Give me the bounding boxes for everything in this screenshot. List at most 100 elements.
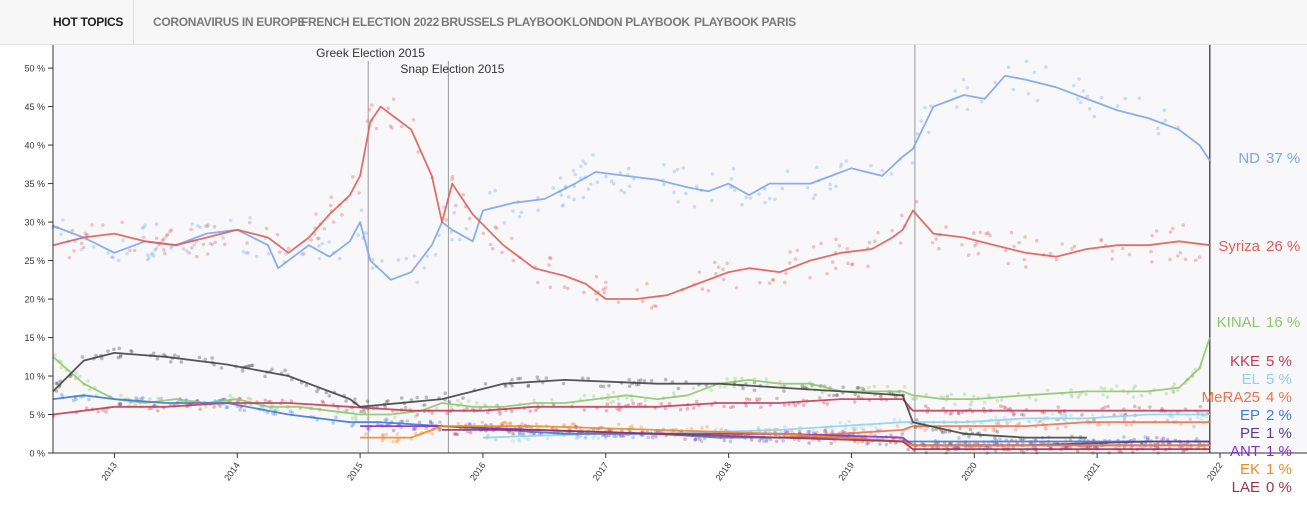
poll-dot-syriza <box>275 232 280 237</box>
poll-dot-ek <box>364 432 368 436</box>
poll-dot-syriza <box>450 174 455 179</box>
poll-dot-kke <box>1100 406 1104 411</box>
poll-dot-nd <box>1077 77 1081 81</box>
series-line-ep[interactable] <box>52 394 1210 443</box>
poll-dot-kinal <box>591 394 596 398</box>
y-tick-label: 40 % <box>24 141 45 151</box>
poll-dot-other-party <box>835 393 839 397</box>
poll-dot-syriza <box>793 257 798 261</box>
poll-dot-nd <box>965 85 969 90</box>
poll-dot-ep <box>762 439 766 443</box>
poll-dot-nd <box>1156 126 1160 131</box>
poll-dot-kke <box>604 408 609 413</box>
poll-dot-kinal <box>435 406 439 411</box>
poll-dot-kke <box>639 402 643 406</box>
poll-dot-kke <box>486 410 490 415</box>
poll-dot-pe <box>1155 435 1159 440</box>
poll-dot-syriza <box>771 278 776 282</box>
poll-dot-other-party <box>263 374 267 379</box>
nav-london-playbook[interactable]: LONDON PLAYBOOK <box>572 15 690 29</box>
poll-dot-nd <box>190 222 194 226</box>
nav-hot-topics[interactable]: HOT TOPICS <box>53 15 124 29</box>
poll-dot-kke <box>1132 404 1137 409</box>
poll-dot-kke <box>754 397 759 401</box>
poll-dot-syriza <box>67 255 72 260</box>
poll-dot-ep <box>428 419 433 424</box>
series-line-lae[interactable] <box>442 429 1210 451</box>
event-label-snap-election-2015: Snap Election 2015 <box>400 62 504 76</box>
poll-dot-other-party <box>210 356 214 360</box>
poll-dot-nd <box>151 254 156 258</box>
poll-dot-ek <box>380 438 385 443</box>
poll-dot-kinal <box>860 386 865 391</box>
poll-dot-syriza <box>286 246 291 251</box>
nav-coronavirus-in-europe[interactable]: CORONAVIRUS IN EUROPE <box>153 15 306 29</box>
poll-dot-nd <box>609 179 614 184</box>
poll-dot-nd <box>560 204 565 208</box>
poll-dot-syriza <box>1168 257 1172 262</box>
poll-dot-kinal <box>1148 391 1152 395</box>
poll-dot-syriza <box>1023 235 1027 239</box>
poll-dot-kinal <box>1069 392 1074 397</box>
poll-dot-other-party <box>155 356 160 361</box>
poll-dot-kke <box>636 402 641 407</box>
poll-dot-kke <box>775 396 779 401</box>
poll-dot-syriza <box>399 124 404 129</box>
series-line-kke[interactable] <box>52 398 1210 416</box>
poll-dot-el <box>511 439 515 443</box>
series-line-syriza[interactable] <box>52 105 1210 300</box>
poll-dot-nd <box>143 223 147 228</box>
poll-dot-ep <box>631 435 635 440</box>
poll-dot-kke <box>1160 407 1164 411</box>
poll-dot-kke <box>156 408 160 413</box>
poll-dot-el <box>850 426 855 431</box>
poll-dot-ant <box>413 426 418 431</box>
legend-label-el: EL <box>1242 371 1260 388</box>
poll-dot-ant <box>841 429 845 434</box>
poll-dot-ep <box>957 436 961 440</box>
poll-dot-ep <box>1033 437 1037 442</box>
series-line-mera25[interactable] <box>779 421 1210 439</box>
poll-dot-syriza <box>165 232 170 237</box>
poll-dot-ek <box>438 427 443 432</box>
series-line-kinal[interactable] <box>52 337 1211 416</box>
poll-dot-ant <box>783 429 788 434</box>
poll-dot-other-party <box>359 409 363 414</box>
poll-dot-nd <box>437 233 441 237</box>
poll-dot-kke <box>1012 411 1016 416</box>
poll-dot-ant <box>400 419 405 424</box>
poll-dot-kke <box>744 404 749 408</box>
poll-dot-ep <box>385 417 389 422</box>
poll-dot-ek <box>1084 445 1088 450</box>
poll-dot-mera25 <box>1107 422 1111 427</box>
poll-dot-other-party <box>112 347 116 352</box>
nav-french-election-2022[interactable]: FRENCH ELECTION 2022 <box>301 15 440 29</box>
poll-dot-ep <box>159 396 163 401</box>
nav-brussels-playbook[interactable]: BRUSSELS PLAYBOOK <box>441 15 572 29</box>
series-line-ek[interactable] <box>360 425 1210 447</box>
poll-dot-kke <box>948 412 952 416</box>
poll-dot-kinal <box>872 384 877 389</box>
poll-dot-kinal <box>732 384 736 389</box>
series-line-nd[interactable] <box>52 74 1211 281</box>
poll-dot-nd <box>317 244 321 248</box>
poll-dot-el <box>486 433 490 437</box>
poll-dot-nd <box>1087 107 1092 111</box>
poll-dot-nd <box>681 166 686 170</box>
poll-dot-lae <box>683 437 687 441</box>
poll-dot-ek <box>856 440 860 445</box>
nav-playbook-paris[interactable]: PLAYBOOK PARIS <box>694 15 796 29</box>
series-line-other-party[interactable] <box>52 352 1087 439</box>
poll-dot-nd <box>59 232 63 237</box>
poll-dot-syriza <box>767 281 772 285</box>
poll-dot-syriza <box>128 248 132 253</box>
poll-dot-lae <box>468 430 473 435</box>
poll-dot-el <box>591 436 595 440</box>
legend-label-ep: EP <box>1240 407 1260 424</box>
poll-dot-syriza <box>189 227 193 232</box>
poll-dot-ep <box>242 408 247 413</box>
poll-dot-kinal <box>246 396 251 400</box>
poll-dot-other-party <box>561 381 566 386</box>
poll-dot-kinal <box>820 390 825 395</box>
poll-dot-kke <box>1137 405 1142 410</box>
